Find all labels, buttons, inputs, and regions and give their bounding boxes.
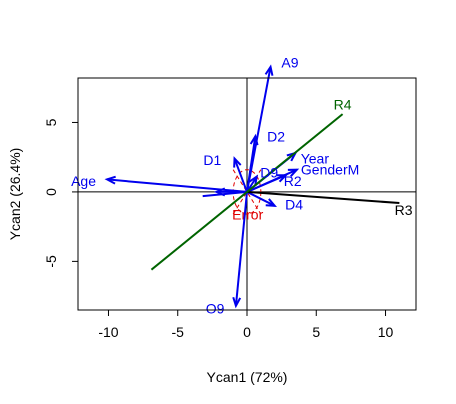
- vector-label-year: Year: [301, 151, 330, 167]
- error-label: Error: [232, 207, 263, 223]
- vector-label-r3: R3: [395, 202, 413, 218]
- x-tick-label: 0: [243, 324, 251, 340]
- vector-label-a9: A9: [281, 55, 298, 71]
- vector-r2: [246, 174, 287, 193]
- vector-label-r4: R4: [334, 96, 352, 112]
- x-tick-label: 5: [312, 324, 320, 340]
- vector-o9: [234, 191, 248, 306]
- vector-arrowhead-age: [104, 175, 116, 185]
- y-axis: -5 0 5: [43, 118, 79, 268]
- x-axis-title: Ycan1 (72%): [207, 369, 288, 385]
- y-tick-label: 0: [43, 188, 59, 196]
- vector-label-d4: D4: [285, 196, 303, 212]
- vector-r4: [150, 113, 344, 271]
- x-tick-label: 10: [378, 324, 394, 340]
- vector-d1: [233, 158, 248, 193]
- vector-unlabeled: [202, 190, 248, 198]
- vector-arrowhead-o9: [232, 296, 242, 309]
- vector-arrowhead-genderm: [287, 168, 300, 177]
- vector-arrowhead-d9: [248, 174, 259, 186]
- vector-arrowhead-d4: [265, 198, 278, 207]
- vector-group: [104, 64, 400, 309]
- vector-label-r2: R2: [284, 173, 302, 189]
- x-tick-label: -10: [98, 324, 118, 340]
- vector-r3: [246, 190, 400, 205]
- y-axis-title: Ycan2 (26.4%): [7, 148, 23, 241]
- vector-label-d2: D2: [267, 128, 285, 144]
- vector-arrowhead-r2: [276, 174, 289, 183]
- vector-d2: [246, 136, 257, 193]
- vector-label-age: Age: [71, 173, 96, 189]
- x-tick-label: -5: [172, 324, 185, 340]
- vector-arrowhead-d1: [233, 156, 242, 168]
- y-tick-label: 5: [43, 118, 59, 126]
- y-tick-label: -5: [43, 255, 59, 268]
- vector-age: [107, 178, 248, 193]
- vector-arrowhead-a9: [264, 64, 274, 76]
- error-ellipse-axis: [232, 169, 262, 215]
- vector-label-o9: O9: [206, 301, 225, 317]
- vector-label-genderm: GenderM: [301, 162, 359, 178]
- x-axis: -10 -5 0 5 10: [98, 309, 394, 340]
- vector-label-d9: D9: [260, 164, 278, 180]
- vector-arrowhead-d2: [249, 133, 259, 146]
- vector-d4: [246, 191, 276, 207]
- vector-label-d1: D1: [203, 152, 221, 168]
- error-ellipse-group: Error: [232, 169, 264, 223]
